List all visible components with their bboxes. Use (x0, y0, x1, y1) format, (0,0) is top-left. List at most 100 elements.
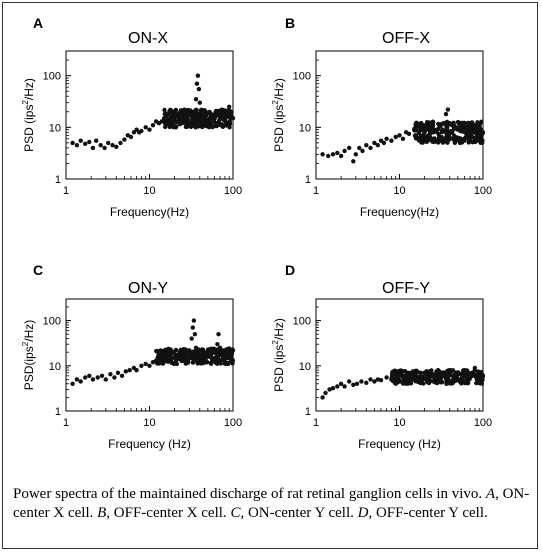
data-point (139, 128, 144, 134)
data-point (215, 342, 220, 347)
data-point (470, 134, 475, 140)
data-point (422, 129, 427, 134)
caption-text-a: , ON-center X cell. (13, 486, 530, 521)
data-point (199, 360, 204, 365)
data-point (409, 374, 414, 379)
data-point (330, 152, 336, 157)
data-point (353, 152, 358, 157)
data-point (425, 120, 431, 126)
data-point (221, 117, 227, 123)
y-tick-label: 100 (293, 71, 311, 83)
data-point (213, 109, 218, 115)
data-point (196, 111, 202, 117)
data-point (70, 140, 75, 146)
y-axis-label: PSD (ips2/Hz) (21, 78, 36, 152)
y-axis-label-main: PSD (ips (272, 105, 286, 152)
data-point (122, 137, 127, 142)
data-point (415, 376, 420, 381)
data-point (193, 97, 199, 102)
series-points (70, 318, 236, 386)
data-point (162, 353, 167, 358)
y-axis-label-tail: /Hz) (22, 320, 36, 342)
data-point (406, 376, 411, 382)
data-point (330, 386, 336, 391)
data-point (195, 73, 201, 78)
series-points (70, 73, 236, 151)
data-point (227, 104, 232, 110)
y-tick-label: 10 (299, 361, 311, 373)
data-point (338, 381, 344, 386)
data-point (157, 360, 162, 366)
caption-letter-b: B (97, 505, 107, 521)
data-point (479, 375, 484, 381)
plot-area (315, 298, 484, 412)
data-point (196, 356, 202, 361)
data-point (195, 361, 200, 366)
data-point (425, 380, 430, 385)
data-point (406, 131, 412, 136)
data-point (424, 139, 429, 144)
data-point (439, 129, 445, 134)
data-point (162, 107, 167, 113)
y-axis-label-tail: /Hz) (272, 78, 286, 100)
data-point (460, 128, 465, 134)
data-point (472, 368, 477, 373)
data-point (183, 108, 188, 114)
data-point (405, 381, 410, 386)
data-point (360, 148, 365, 154)
data-point (163, 347, 168, 353)
data-point (74, 143, 80, 148)
data-point (174, 361, 179, 367)
x-axis-label: Frequency (Hz) (108, 437, 191, 451)
data-point (448, 368, 453, 373)
data-point (183, 347, 188, 352)
data-point (190, 325, 195, 330)
data-point (400, 136, 406, 141)
data-point (164, 115, 169, 120)
data-point (451, 136, 457, 141)
data-point (194, 81, 200, 86)
x-axis-label: Frequency(Hz) (110, 205, 189, 219)
data-point (421, 136, 426, 142)
data-point (335, 150, 340, 156)
data-point (87, 139, 92, 145)
data-point (462, 138, 467, 143)
data-point (463, 378, 468, 384)
data-point (150, 123, 156, 128)
x-tick-label: 10 (393, 185, 405, 197)
data-point (123, 369, 128, 374)
data-point (359, 379, 364, 384)
data-point (460, 124, 465, 129)
data-point (193, 125, 198, 130)
data-point (351, 382, 356, 387)
data-point (214, 354, 219, 359)
data-point (191, 318, 197, 323)
data-point (177, 122, 183, 127)
data-point (181, 353, 187, 359)
data-point (167, 122, 172, 128)
data-point (477, 133, 482, 138)
data-point (429, 128, 434, 133)
panel-d: D OFF-Y 1 10 100 1 10 100 Frequency (Hz) PSD (ips… (271, 262, 492, 451)
data-point (168, 116, 173, 121)
series-points (320, 365, 486, 400)
data-point (220, 348, 226, 353)
data-point (418, 124, 423, 130)
data-point (190, 360, 196, 365)
data-point (439, 380, 444, 385)
data-point (416, 130, 422, 136)
data-point (477, 381, 482, 386)
data-point (87, 373, 92, 378)
data-point (368, 145, 373, 151)
data-point (472, 137, 477, 143)
data-point (114, 144, 119, 149)
data-point (445, 107, 451, 112)
data-point (323, 390, 328, 396)
data-point (219, 123, 225, 128)
data-point (127, 368, 132, 373)
data-point (357, 145, 362, 151)
data-point (445, 132, 450, 138)
data-point (354, 381, 360, 386)
data-point (214, 121, 219, 126)
data-point (320, 152, 325, 157)
